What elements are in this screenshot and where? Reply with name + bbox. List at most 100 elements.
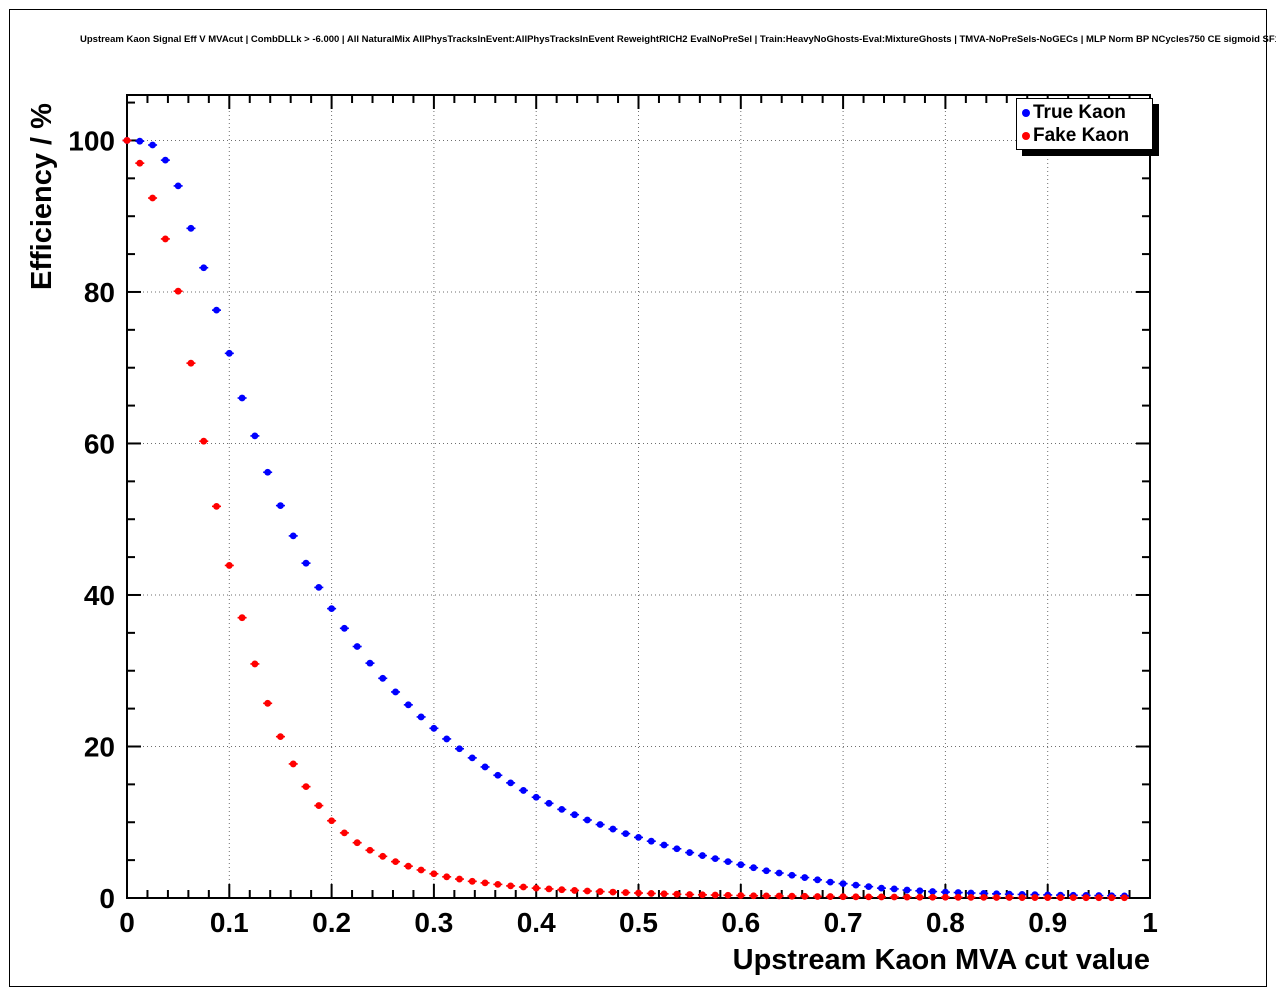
data-point bbox=[890, 885, 898, 893]
data-point bbox=[379, 852, 387, 860]
data-point bbox=[392, 688, 399, 696]
data-point bbox=[558, 805, 566, 813]
data-point bbox=[430, 870, 438, 878]
data-point bbox=[967, 893, 975, 901]
data-point bbox=[340, 624, 348, 632]
data-point bbox=[161, 156, 169, 164]
data-point bbox=[136, 137, 144, 145]
data-point bbox=[750, 864, 757, 872]
data-point bbox=[404, 701, 412, 709]
legend-entry-true-kaon: True Kaon bbox=[1017, 101, 1152, 124]
data-point bbox=[225, 562, 233, 569]
data-point bbox=[481, 763, 489, 771]
data-point bbox=[1095, 894, 1103, 902]
data-point bbox=[571, 887, 578, 894]
data-point bbox=[826, 893, 834, 900]
data-point bbox=[136, 159, 144, 167]
data-point bbox=[647, 837, 655, 845]
y-axis-title: Efficiency / % bbox=[26, 103, 58, 290]
x-tick-label: 0.6 bbox=[721, 907, 760, 938]
data-point bbox=[865, 893, 873, 901]
data-point bbox=[1121, 894, 1128, 902]
data-point bbox=[673, 890, 681, 898]
data-point bbox=[340, 829, 348, 837]
data-point bbox=[264, 699, 272, 707]
data-point bbox=[711, 891, 719, 899]
data-point bbox=[801, 892, 809, 900]
data-point bbox=[200, 264, 208, 272]
x-axis-title: Upstream Kaon MVA cut value bbox=[732, 944, 1150, 976]
data-point bbox=[494, 880, 502, 888]
data-point bbox=[277, 733, 284, 741]
data-point bbox=[839, 880, 847, 888]
data-point bbox=[622, 830, 630, 838]
data-point bbox=[494, 771, 502, 779]
data-point bbox=[277, 502, 284, 509]
data-point bbox=[788, 892, 796, 900]
data-point bbox=[379, 674, 387, 682]
data-point bbox=[635, 833, 642, 841]
data-point bbox=[775, 892, 783, 900]
x-tick-label: 0.1 bbox=[210, 907, 249, 938]
data-point bbox=[558, 886, 566, 894]
data-point bbox=[609, 825, 617, 833]
legend-label: True Kaon bbox=[1033, 102, 1126, 123]
x-tick-label: 0.3 bbox=[414, 907, 453, 938]
data-point bbox=[187, 224, 195, 232]
legend-entry-fake-kaon: Fake Kaon bbox=[1017, 124, 1152, 147]
data-point bbox=[686, 891, 694, 898]
data-point bbox=[647, 890, 655, 897]
data-point bbox=[443, 735, 451, 743]
data-point bbox=[456, 875, 463, 883]
data-point bbox=[302, 783, 310, 791]
data-point bbox=[174, 287, 182, 295]
data-point bbox=[315, 584, 323, 591]
y-tick-label: 0 bbox=[99, 883, 115, 914]
data-point bbox=[903, 886, 911, 894]
x-tick-label: 0.7 bbox=[824, 907, 863, 938]
data-point bbox=[596, 888, 604, 895]
data-point bbox=[954, 889, 962, 896]
data-point bbox=[123, 137, 131, 144]
data-point bbox=[264, 468, 272, 476]
data-point bbox=[699, 852, 706, 859]
data-point bbox=[520, 883, 527, 891]
y-tick-label: 20 bbox=[84, 731, 115, 762]
data-point bbox=[583, 816, 591, 824]
data-point bbox=[826, 878, 834, 886]
data-point bbox=[1005, 894, 1013, 901]
data-point bbox=[814, 893, 821, 900]
data-point bbox=[699, 891, 706, 899]
x-tick-label: 1 bbox=[1142, 907, 1158, 938]
data-point bbox=[711, 855, 719, 863]
data-point bbox=[200, 437, 208, 445]
data-point bbox=[238, 394, 246, 402]
data-point bbox=[1031, 894, 1039, 901]
data-point bbox=[225, 349, 233, 357]
data-point bbox=[775, 869, 783, 877]
data-point bbox=[571, 811, 578, 819]
data-point bbox=[724, 891, 732, 899]
true-kaon-marker-icon bbox=[1022, 108, 1030, 117]
data-point bbox=[532, 884, 540, 892]
data-point bbox=[980, 893, 988, 901]
data-point bbox=[762, 867, 770, 875]
data-point bbox=[328, 605, 335, 613]
data-point bbox=[366, 846, 374, 854]
x-tick-label: 0 bbox=[119, 907, 135, 938]
data-point bbox=[187, 359, 195, 367]
data-point bbox=[660, 841, 668, 849]
plot-title: Upstream Kaon Signal Eff V MVAcut | Comb… bbox=[80, 34, 1276, 45]
data-point bbox=[788, 871, 796, 879]
data-point bbox=[609, 888, 617, 896]
data-point bbox=[890, 893, 898, 901]
data-point bbox=[839, 893, 847, 901]
data-point bbox=[520, 787, 527, 794]
data-point bbox=[545, 799, 553, 807]
data-point bbox=[686, 849, 694, 856]
data-point bbox=[865, 883, 873, 891]
data-point bbox=[929, 893, 937, 901]
data-point bbox=[852, 881, 860, 889]
data-point bbox=[430, 724, 438, 732]
x-tick-label: 0.5 bbox=[619, 907, 658, 938]
